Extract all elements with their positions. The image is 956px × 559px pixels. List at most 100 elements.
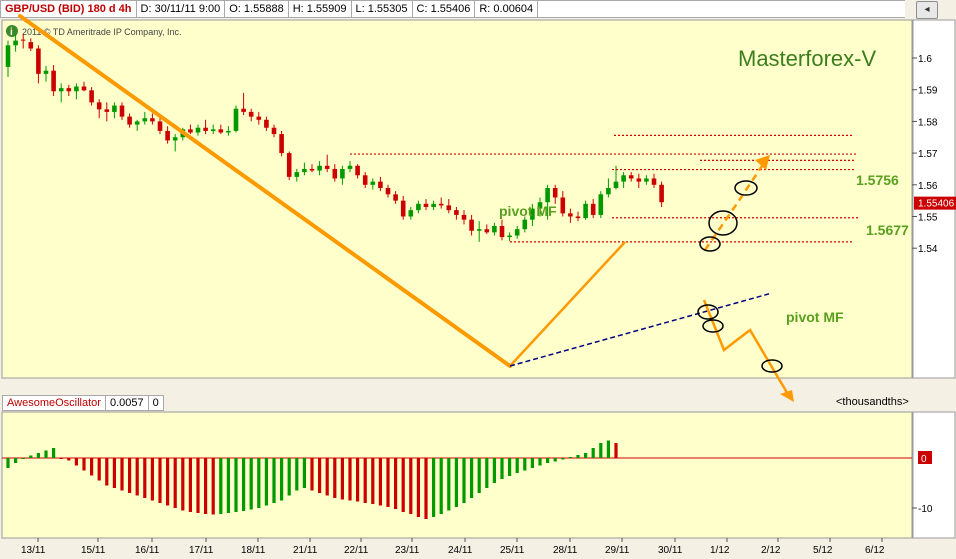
- last-price-tag: [914, 196, 956, 210]
- candle-body: [332, 168, 338, 179]
- oscillator-bar: [264, 458, 268, 506]
- oscillator-bar: [120, 458, 124, 491]
- candle-body: [210, 129, 216, 131]
- oscillator-bar: [477, 458, 481, 493]
- date-tick-label: 25/11: [500, 545, 525, 556]
- date-tick-label: 17/11: [189, 545, 214, 556]
- price-tick-label: 1.57: [918, 149, 938, 160]
- oscillator-bar: [447, 458, 451, 511]
- candle-body: [613, 181, 619, 188]
- date-tick-label: 22/11: [344, 545, 369, 556]
- candle-body: [522, 219, 528, 230]
- oscillator-bar: [363, 458, 367, 503]
- candle-body: [286, 153, 292, 177]
- projection-up-arrowhead: [755, 155, 770, 170]
- oscillator-bar: [508, 458, 512, 476]
- oscillator-bar: [530, 458, 534, 468]
- oscillator-bar: [128, 458, 132, 493]
- candle-body: [530, 208, 535, 220]
- support-trendline: [509, 292, 773, 367]
- scroll-left-button[interactable]: ◂: [916, 1, 938, 19]
- candle-body: [454, 210, 459, 215]
- candle-body: [264, 119, 269, 128]
- candle-body: [438, 203, 444, 206]
- oscillator-bar: [211, 458, 215, 515]
- candle-body: [408, 210, 414, 217]
- info-icon-glyph: i: [10, 27, 13, 38]
- candle-body: [104, 109, 110, 112]
- candle-body: [431, 203, 436, 207]
- oscillator-bar: [287, 458, 291, 496]
- date-tick-label: 1/12: [710, 545, 730, 556]
- oscillator-value: 0.0057: [105, 395, 149, 411]
- oscillator-bar: [462, 458, 466, 503]
- candle-body: [5, 45, 11, 67]
- oscillator-bar: [21, 458, 25, 459]
- candle-body: [621, 175, 626, 182]
- oscillator-bar: [394, 458, 398, 509]
- oscillator-bar: [348, 458, 352, 501]
- date-tick-label: 23/11: [395, 545, 420, 556]
- oscillator-axis-bg: [912, 411, 956, 539]
- candle-body: [628, 175, 634, 179]
- highlight-circle: [708, 210, 738, 236]
- candle-body: [385, 187, 391, 195]
- candle-body: [127, 116, 132, 125]
- oscillator-bar: [242, 458, 246, 511]
- oscillator-header: AwesomeOscillator 0.0057 0: [2, 395, 164, 411]
- symbol-label[interactable]: GBP/USD (BID) 180 d 4h: [0, 0, 137, 18]
- oscillator-bar: [614, 443, 618, 458]
- candle-body: [461, 214, 467, 220]
- candle-body: [484, 229, 490, 233]
- candle-body: [583, 203, 588, 219]
- oscillator-bar: [105, 458, 109, 486]
- oscillator-bar: [492, 458, 496, 483]
- info-icon: [6, 25, 18, 37]
- date-tick-label: 24/11: [448, 545, 473, 556]
- candle-body: [294, 172, 300, 177]
- candle-body: [218, 129, 224, 133]
- price-tick-label: 1.54: [918, 244, 938, 255]
- oscillator-bar: [158, 458, 162, 503]
- date-tick-label: 30/11: [658, 545, 683, 556]
- candle-body: [514, 229, 520, 236]
- oscillator-bar: [59, 458, 63, 459]
- candle-body: [560, 197, 566, 214]
- candle-body: [89, 90, 94, 103]
- oscillator-bar: [97, 458, 101, 481]
- oscillator-title[interactable]: AwesomeOscillator: [2, 395, 106, 411]
- watermark-text: Masterforex-V: [738, 46, 876, 71]
- date-tick-label: 29/11: [605, 545, 630, 556]
- candle-body: [309, 168, 315, 171]
- candle-body: [36, 48, 41, 74]
- copyright-text: 2011 © TD Ameritrade IP Company, Inc.: [22, 27, 182, 37]
- projection-up-path: [703, 159, 768, 251]
- pivot-label-top: pivot MF: [499, 203, 557, 219]
- oscillator-bar: [166, 458, 170, 506]
- candle-body: [165, 130, 170, 141]
- candle-body: [400, 200, 406, 217]
- candle-body: [636, 178, 642, 182]
- header-spacer: [538, 0, 905, 18]
- candle-body: [172, 137, 178, 141]
- last-price-label: 1.55406: [918, 199, 955, 210]
- candle-body: [659, 184, 664, 203]
- candle-body: [134, 121, 140, 125]
- oscillator-bar: [546, 458, 550, 463]
- oscillator-bar: [150, 458, 154, 501]
- candle-body: [476, 229, 482, 231]
- price-panel: [1, 19, 913, 379]
- oscillator-bar: [36, 453, 40, 458]
- candle-body: [469, 219, 474, 231]
- oscillator-bar: [606, 440, 610, 458]
- price-tick-label: 1.56: [918, 181, 938, 192]
- oscillator-bar: [6, 458, 10, 468]
- oscillator-bar: [196, 458, 200, 513]
- candle-body: [370, 181, 376, 185]
- oscillator-bar: [409, 458, 413, 514]
- oscillator-bar: [219, 458, 223, 514]
- oscillator-bar: [249, 458, 253, 510]
- oscillator-bar: [226, 458, 230, 513]
- candle-body: [74, 86, 79, 92]
